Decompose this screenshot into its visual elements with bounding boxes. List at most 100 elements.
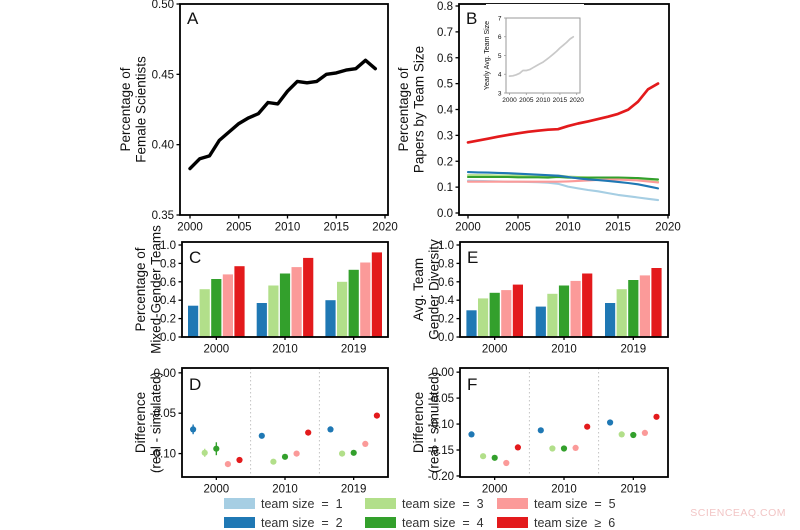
panel-letter-A: A xyxy=(187,9,199,28)
watermark: SCIENCEAQ.COM xyxy=(690,507,786,519)
series-team_size_5 xyxy=(466,178,660,184)
point-team_size_3-2010 xyxy=(270,458,277,465)
point-team_size_5-2010 xyxy=(293,450,300,457)
x-tick-label: 2000 xyxy=(204,484,230,496)
x-tick-label: 2010 xyxy=(272,344,298,356)
point-team_size_3-2000 xyxy=(201,449,208,456)
point-team_size_3-2019 xyxy=(618,431,625,438)
legend-swatch-team-size-2 xyxy=(224,517,255,528)
point-team_size_2-2000 xyxy=(468,431,475,438)
point-team_size_2-2010 xyxy=(258,432,265,439)
panel-F: 0.00 -0.05 -0.10 -0.15 -0.20 2000 2010 2019 Diff… xyxy=(411,367,669,496)
x-tick-label: 2000 xyxy=(482,344,508,356)
x-tick-label: 2015 xyxy=(605,222,631,234)
y-tick-label: 0.8 xyxy=(438,258,454,270)
inset-background xyxy=(486,4,584,106)
bar-team_size_5-2010 xyxy=(570,280,581,337)
point-team_size_2-2019 xyxy=(607,419,614,426)
y-tick-label: -0.05 xyxy=(428,393,454,405)
y-tick-label: 1.0 xyxy=(438,240,454,252)
axes-frame xyxy=(181,367,389,478)
y-tick-label: 0.50 xyxy=(152,0,174,11)
legend-label-team-size-1: team size = 1 xyxy=(261,496,343,511)
y-tick-label: -0.10 xyxy=(428,419,454,431)
point-team_size_4-2019 xyxy=(630,431,637,439)
bar-team_size_4-2019 xyxy=(348,269,359,337)
x-tick-label: 2010 xyxy=(272,484,298,496)
legend-column-1: team size = 1 team size = 2 xyxy=(224,494,343,530)
y-axis-label: Gender Diversity xyxy=(427,239,442,340)
bar-team_size_4-2000 xyxy=(211,279,222,337)
bar-team_size_3-2010 xyxy=(268,285,279,337)
point-team_size_3-2000 xyxy=(480,453,487,460)
y-tick-label: -0.10 xyxy=(150,449,176,461)
y-tick-label: 0.40 xyxy=(152,140,174,152)
panel-letter-F: F xyxy=(467,375,477,394)
bar-team_size_5-2000 xyxy=(222,274,233,337)
bar-team_size_3-2019 xyxy=(337,281,348,337)
x-tick-label: 2000 xyxy=(502,97,517,104)
bar-team_size_2-2010 xyxy=(535,306,546,337)
y-axis-label: Percentage of xyxy=(118,67,133,151)
x-tick-label: 2000 xyxy=(455,222,481,234)
bar-team_size_ge6-2019 xyxy=(651,268,662,337)
point-team_size_2-2000 xyxy=(190,426,197,433)
series-yearly_avg_team_size xyxy=(508,35,575,77)
legend-swatch-team-size-3 xyxy=(365,498,396,509)
point-team_size_ge6-2019 xyxy=(373,412,380,419)
bar-team_size_2-2019 xyxy=(325,300,336,337)
y-tick-label: 0.00 xyxy=(432,367,454,379)
y-tick-label: 0.8 xyxy=(437,1,453,13)
x-tick-label: 2010 xyxy=(275,222,301,234)
y-tick-label: 3 xyxy=(498,90,502,97)
y-tick-label: 0.4 xyxy=(438,295,455,307)
panel-letter-C: C xyxy=(189,248,201,267)
y-axis-label: (real - simulated) xyxy=(427,372,442,473)
y-axis-label: Percentage of xyxy=(396,67,411,151)
x-tick-label: 2010 xyxy=(551,344,577,356)
y-tick-label: 5 xyxy=(498,53,502,60)
x-tick-label: 2005 xyxy=(519,97,534,104)
x-tick-label: 2019 xyxy=(621,484,647,496)
bar-team_size_2-2010 xyxy=(256,303,267,337)
y-axis-label: Avg. Team xyxy=(411,258,426,321)
legend: team size = 1 team size = 2 team size = … xyxy=(0,494,800,530)
y-tick-label: 1.0 xyxy=(160,240,176,252)
point-team_size_2-2019 xyxy=(327,426,334,433)
bar-team_size_ge6-2010 xyxy=(303,257,314,337)
legend-column-3: team size = 5 team size ≥ 6 xyxy=(497,494,616,530)
axes-frame xyxy=(505,17,581,94)
bar-team_size_3-2000 xyxy=(478,298,489,337)
axes-frame xyxy=(179,3,389,216)
point-team_size_4-2010 xyxy=(281,453,289,460)
bar-team_size_2-2019 xyxy=(605,303,616,337)
y-axis-label: Mixed-Gender Teams xyxy=(149,225,164,354)
x-tick-label: 2000 xyxy=(482,484,508,496)
bar-team_size_5-2019 xyxy=(360,262,371,337)
y-axis-label: Papers by Team Size xyxy=(412,46,427,173)
x-tick-label: 2015 xyxy=(323,222,349,234)
point-team_size_5-2000 xyxy=(224,461,231,468)
y-tick-label: 7 xyxy=(498,15,502,22)
point-team_size_ge6-2000 xyxy=(514,444,522,451)
y-axis-label: (real - simulated) xyxy=(149,372,164,473)
y-tick-label: 4 xyxy=(498,72,502,79)
legend-label-team-size-5: team size = 5 xyxy=(534,496,616,511)
panel-E: 0.0 0.2 0.4 0.6 0.8 1.0 2000 2010 2019 Avg. Team G… xyxy=(411,239,669,356)
point-team_size_ge6-2010 xyxy=(305,429,312,436)
bar-team_size_5-2000 xyxy=(501,290,512,337)
x-tick-label: 2000 xyxy=(204,344,230,356)
x-tick-label: 2005 xyxy=(505,222,531,234)
y-tick-label: 0.5 xyxy=(437,79,453,91)
point-team_size_3-2019 xyxy=(339,450,346,457)
series-team_size_2 xyxy=(466,171,660,190)
legend-label-team-size-ge6: team size ≥ 6 xyxy=(534,515,616,530)
bar-team_size_5-2019 xyxy=(639,275,650,337)
y-axis-label: Yearly Avg. Team Size xyxy=(484,21,491,90)
legend-label-team-size-3: team size = 3 xyxy=(402,496,484,511)
point-team_size_ge6-2000 xyxy=(236,456,243,464)
bar-team_size_4-2019 xyxy=(628,280,639,337)
y-tick-label: 0.4 xyxy=(160,295,177,307)
